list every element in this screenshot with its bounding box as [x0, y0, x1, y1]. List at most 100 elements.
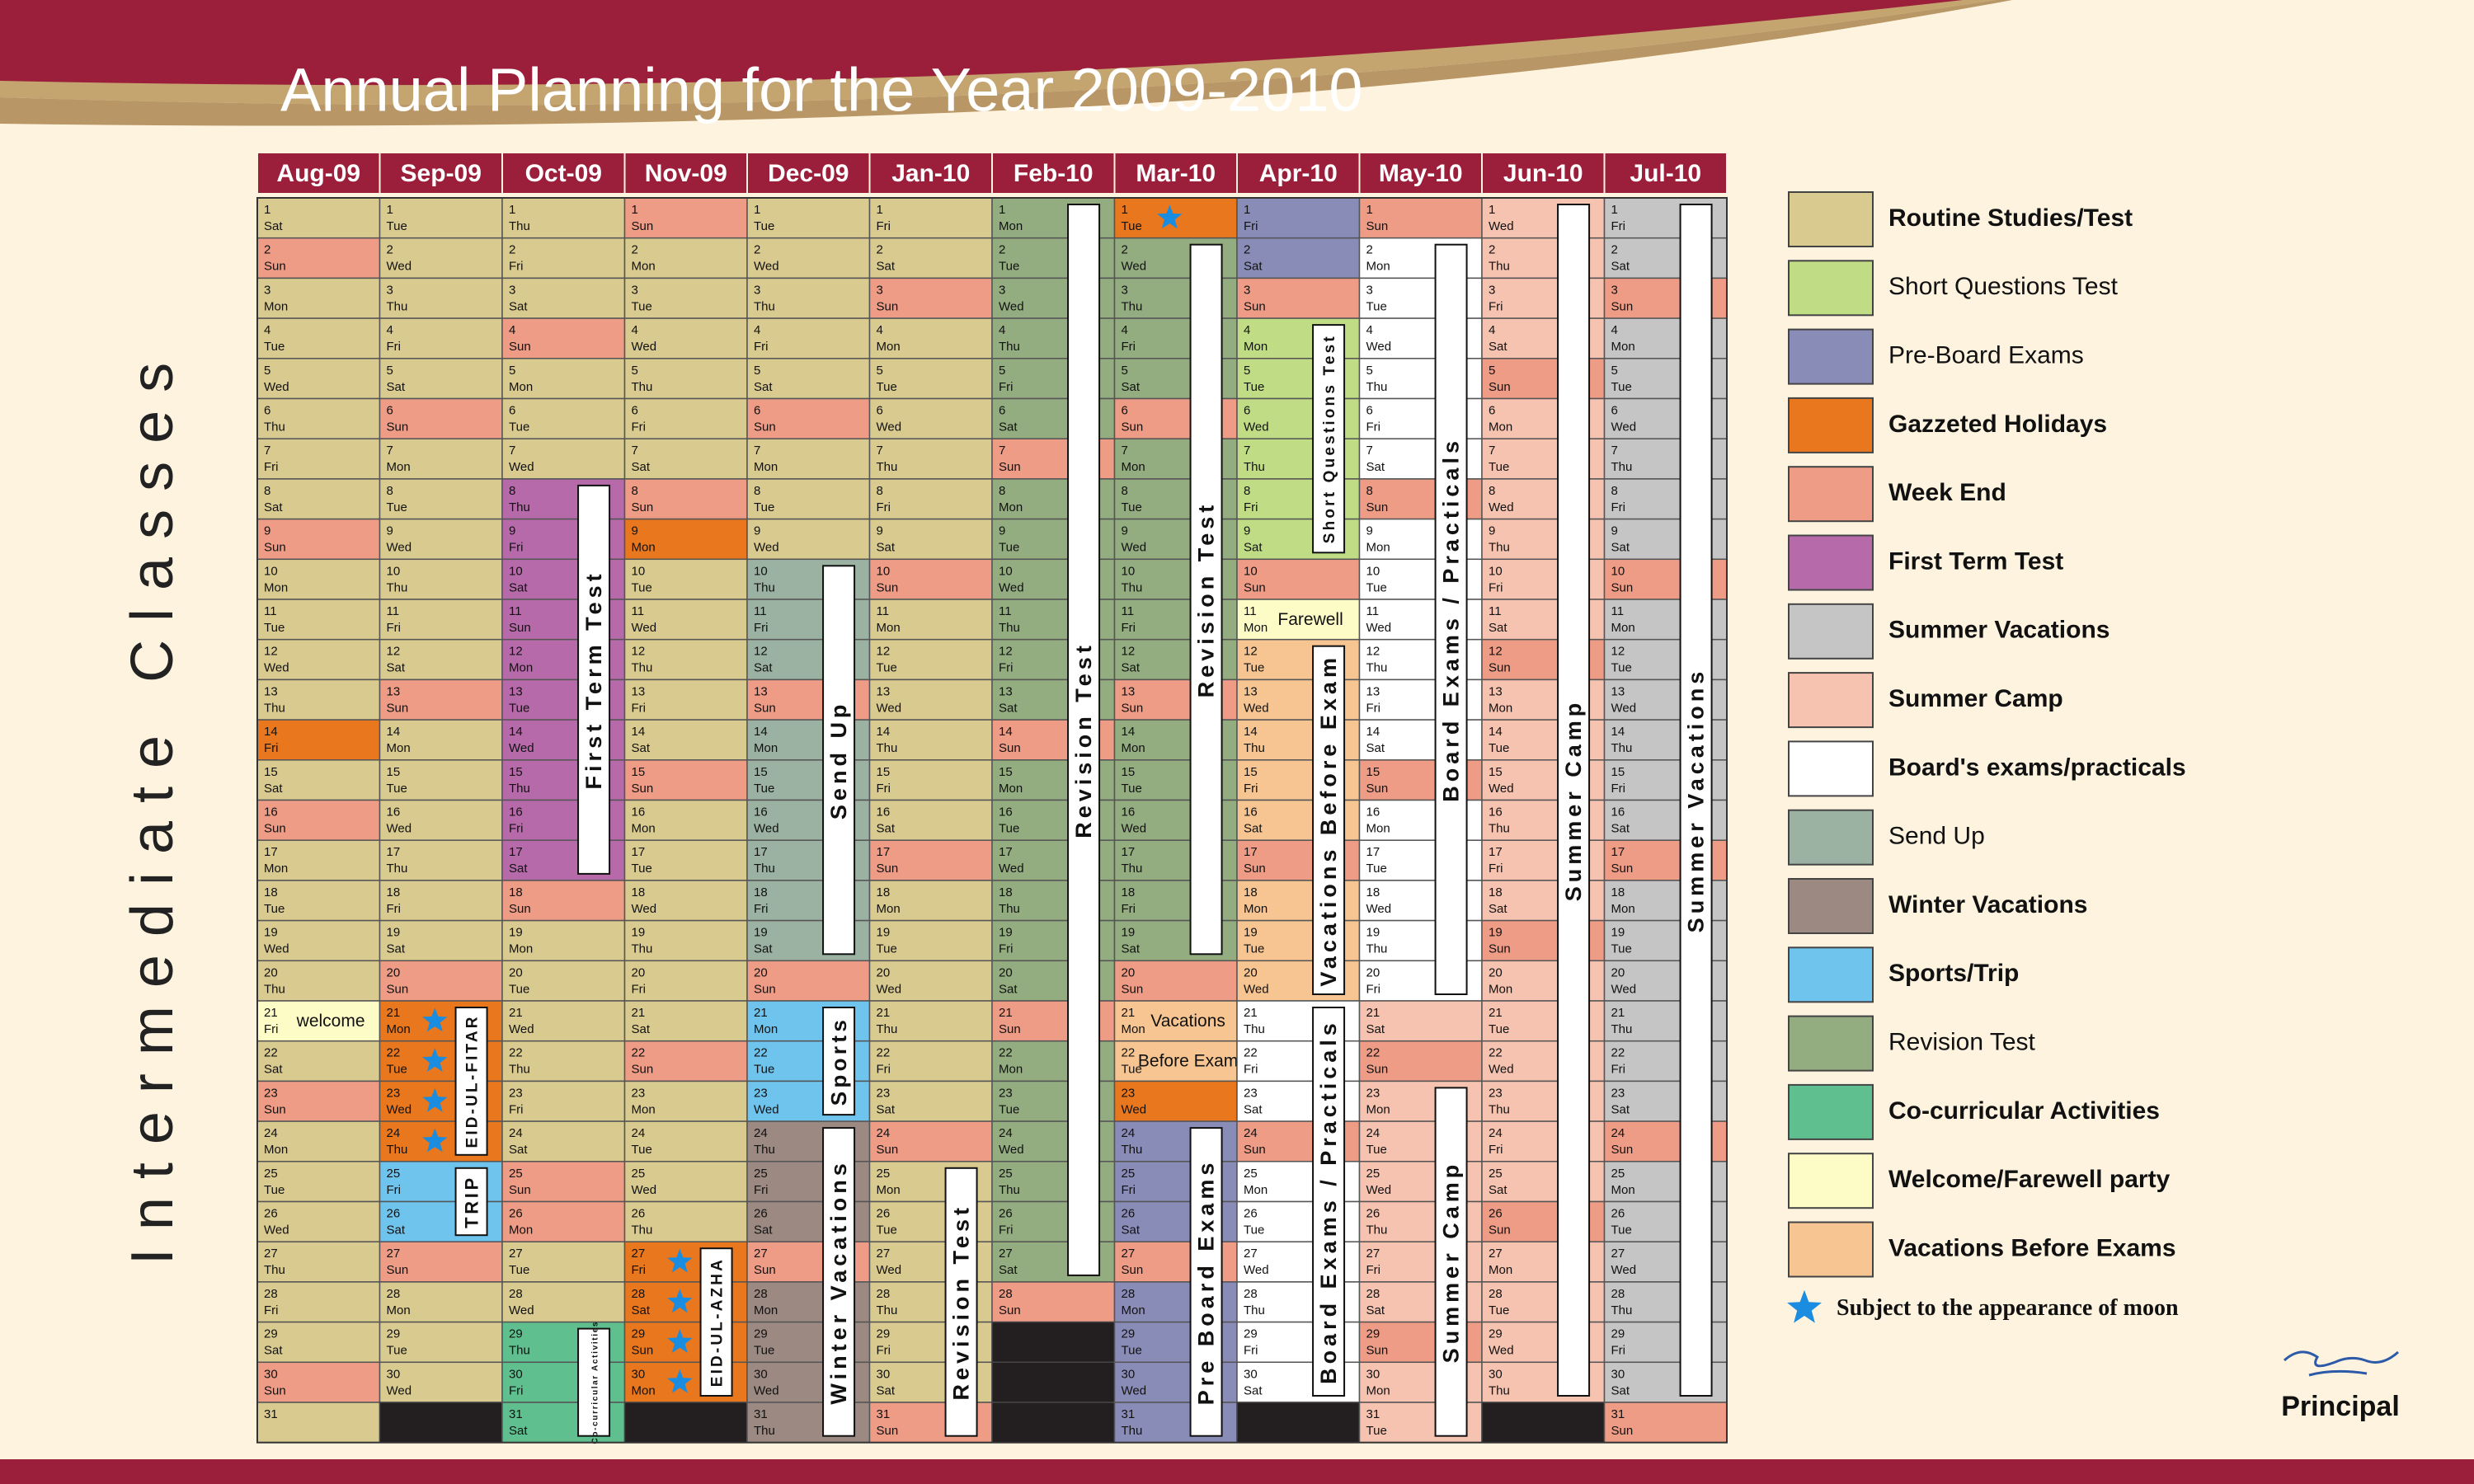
month-header — [258, 153, 379, 193]
day-number: 3 — [264, 283, 270, 297]
period-label: Revision Test — [1071, 641, 1096, 838]
day-number: 20 — [264, 965, 278, 979]
day-number: 13 — [1122, 684, 1136, 698]
day-number: 10 — [387, 564, 401, 578]
weekday: Wed — [999, 1143, 1024, 1157]
day-number: 18 — [1122, 885, 1136, 899]
day-number: 4 — [264, 323, 270, 337]
weekday: Sat — [1489, 621, 1507, 635]
period-label: Board Exams / Practicals — [1316, 1019, 1341, 1384]
weekday: Sat — [1489, 902, 1507, 916]
weekday: Tue — [1122, 782, 1142, 796]
weekday: Sat — [632, 1303, 651, 1317]
weekday: Sun — [877, 1143, 899, 1157]
weekday: Mon — [509, 380, 533, 394]
day-number: 15 — [387, 765, 401, 779]
legend-label: First Term Test — [1888, 547, 2063, 575]
legend-swatch — [1788, 946, 1874, 1003]
legend-swatch — [1788, 740, 1874, 797]
day-cell — [1113, 960, 1238, 1002]
weekday: Thu — [264, 982, 285, 996]
day-number: 3 — [1611, 283, 1618, 297]
day-number: 19 — [754, 926, 768, 940]
day-number: 19 — [999, 926, 1013, 940]
weekday: Tue — [509, 420, 529, 434]
weekday: Sun — [877, 580, 899, 594]
day-number: 21 — [1122, 1006, 1136, 1020]
weekday: Sun — [632, 1344, 654, 1358]
day-cell — [623, 960, 748, 1002]
weekday: Mon — [1366, 1102, 1390, 1116]
weekday: Sat — [1611, 541, 1630, 555]
weekday: Sat — [387, 942, 406, 956]
day-number: 7 — [264, 444, 270, 458]
weekday: Wed — [1611, 1263, 1637, 1277]
weekday: Thu — [509, 500, 530, 514]
day-number: 10 — [754, 564, 768, 578]
day-number: 20 — [1122, 965, 1136, 979]
moon-star — [667, 1289, 693, 1313]
day-number: 12 — [754, 645, 768, 659]
weekday: Wed — [754, 541, 779, 555]
weekday: Wed — [877, 701, 902, 715]
day-cell — [623, 1080, 748, 1122]
weekday: Mon — [877, 621, 901, 635]
day-number: 26 — [1122, 1206, 1136, 1220]
weekday: Fri — [387, 340, 402, 354]
day-cell — [379, 1241, 503, 1283]
weekday: Fri — [754, 902, 769, 916]
day-number: 1 — [754, 203, 760, 217]
legend-label: Winter Vacations — [1888, 891, 2087, 918]
weekday: Mon — [754, 741, 778, 755]
weekday: Tue — [1244, 661, 1264, 675]
legend-swatch — [1788, 397, 1874, 453]
legend-label: Revision Test — [1888, 1029, 2036, 1056]
weekday: Sun — [632, 1063, 654, 1077]
weekday: Sun — [999, 1303, 1021, 1317]
weekday: Fri — [1489, 299, 1503, 313]
weekday: Fri — [877, 500, 891, 514]
weekday: Thu — [1489, 260, 1510, 274]
weekday: Mon — [877, 902, 901, 916]
cell-label: Before Exam — [1138, 1052, 1238, 1071]
weekday: Sat — [1122, 1223, 1141, 1237]
weekday: Fri — [877, 782, 891, 796]
weekday: Fri — [877, 1344, 891, 1358]
day-number: 18 — [1244, 885, 1258, 899]
day-cell — [256, 679, 381, 721]
weekday: Fri — [1122, 621, 1136, 635]
day-number: 2 — [387, 243, 393, 257]
day-number: 27 — [1611, 1247, 1625, 1261]
day-cell — [746, 397, 871, 439]
day-cell — [256, 1402, 381, 1444]
day-number: 11 — [387, 604, 400, 618]
day-cell — [501, 1080, 626, 1122]
day-number: 11 — [632, 604, 645, 618]
day-cell — [1236, 277, 1361, 319]
day-number: 14 — [387, 725, 401, 739]
weekday: Tue — [1122, 219, 1142, 233]
day-number: 21 — [754, 1006, 768, 1020]
weekday: Wed — [632, 340, 657, 354]
weekday: Mon — [387, 460, 411, 474]
weekday: Mon — [264, 299, 288, 313]
day-cell — [868, 638, 993, 681]
period-bar — [454, 1167, 488, 1237]
weekday: Tue — [387, 500, 407, 514]
period-bar — [1312, 324, 1346, 554]
day-cell — [746, 358, 871, 400]
day-number: 20 — [877, 965, 891, 979]
weekday: Sat — [1489, 340, 1507, 354]
weekday: Sun — [1611, 580, 1634, 594]
day-number: 4 — [999, 323, 1005, 337]
day-number: 9 — [1366, 524, 1373, 538]
weekday: Fri — [632, 982, 647, 996]
day-cell — [623, 1040, 748, 1082]
weekday: Mon — [387, 741, 411, 755]
day-cell — [379, 1281, 503, 1323]
weekday: Sun — [509, 902, 531, 916]
day-cell — [1113, 1000, 1238, 1042]
period-label: TRIP — [461, 1175, 482, 1228]
day-number: 24 — [1611, 1126, 1625, 1140]
